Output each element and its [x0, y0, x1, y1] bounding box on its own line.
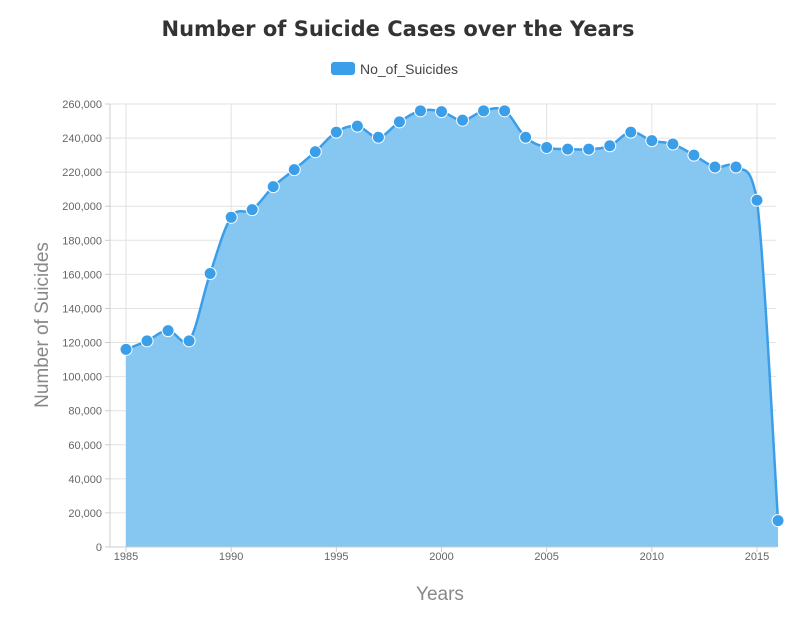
data-point[interactable]	[666, 137, 680, 151]
y-tick-label: 0	[96, 542, 102, 554]
data-point[interactable]	[603, 139, 617, 153]
y-tick-label: 140,000	[62, 303, 102, 315]
legend-label: No_of_Suicides	[360, 61, 458, 77]
x-tick-label: 2015	[745, 551, 769, 563]
data-point[interactable]	[119, 342, 133, 356]
y-tick-label: 240,000	[62, 133, 102, 145]
data-point[interactable]	[624, 125, 638, 139]
y-tick-label: 100,000	[62, 372, 102, 384]
data-point[interactable]	[308, 145, 322, 159]
data-point[interactable]	[224, 210, 238, 224]
data-point[interactable]	[519, 130, 533, 144]
data-point[interactable]	[392, 115, 406, 129]
axes: 0 20,000 40,000 60,000 80,000 100,000 120,000 1…	[62, 99, 776, 563]
data-point[interactable]	[687, 148, 701, 162]
x-tick-label: 1995	[324, 551, 348, 563]
data-point[interactable]	[477, 104, 491, 118]
data-point[interactable]	[540, 140, 554, 154]
data-point[interactable]	[413, 104, 427, 118]
data-point[interactable]	[371, 130, 385, 144]
data-point[interactable]	[456, 113, 470, 127]
y-tick-label: 180,000	[62, 235, 102, 247]
x-tick-label: 1990	[219, 551, 243, 563]
y-tick-label: 260,000	[62, 99, 102, 111]
y-tick-label: 200,000	[62, 201, 102, 213]
x-tick-label: 1985	[114, 551, 138, 563]
data-point[interactable]	[771, 514, 785, 528]
x-tick-label: 2005	[534, 551, 558, 563]
data-point[interactable]	[561, 142, 575, 156]
series-area	[125, 107, 780, 547]
y-tick-label: 80,000	[68, 406, 102, 418]
data-point[interactable]	[435, 105, 448, 119]
data-point[interactable]	[287, 163, 301, 177]
data-point[interactable]	[708, 160, 722, 174]
chart-title: Number of Suicide Cases over the Years	[162, 17, 635, 41]
data-point[interactable]	[203, 267, 217, 281]
data-point[interactable]	[245, 203, 259, 217]
data-point[interactable]	[350, 119, 364, 133]
data-point[interactable]	[182, 334, 196, 348]
legend-swatch	[331, 62, 355, 75]
y-tick-label: 160,000	[62, 269, 102, 281]
data-point[interactable]	[329, 125, 343, 139]
y-axis-label: Number of Suicides	[32, 242, 53, 408]
y-tick-label: 60,000	[68, 440, 102, 452]
data-point[interactable]	[140, 334, 154, 348]
y-tick-label: 20,000	[68, 508, 102, 520]
y-tick-label: 40,000	[68, 474, 102, 486]
data-point[interactable]	[582, 142, 596, 156]
data-point[interactable]	[750, 193, 764, 207]
x-tick-label: 2010	[640, 551, 664, 563]
data-point[interactable]	[729, 160, 743, 174]
data-point[interactable]	[645, 134, 659, 148]
y-tick-label: 120,000	[62, 338, 102, 350]
y-tick-label: 220,000	[62, 167, 102, 179]
x-axis-label: Years	[416, 584, 464, 605]
data-point[interactable]	[498, 104, 512, 118]
legend[interactable]: No_of_Suicides	[331, 61, 458, 77]
data-points	[119, 104, 785, 528]
data-point[interactable]	[266, 180, 280, 194]
data-point[interactable]	[161, 324, 175, 338]
x-tick-label: 2000	[429, 551, 453, 563]
area-fill	[126, 108, 779, 547]
